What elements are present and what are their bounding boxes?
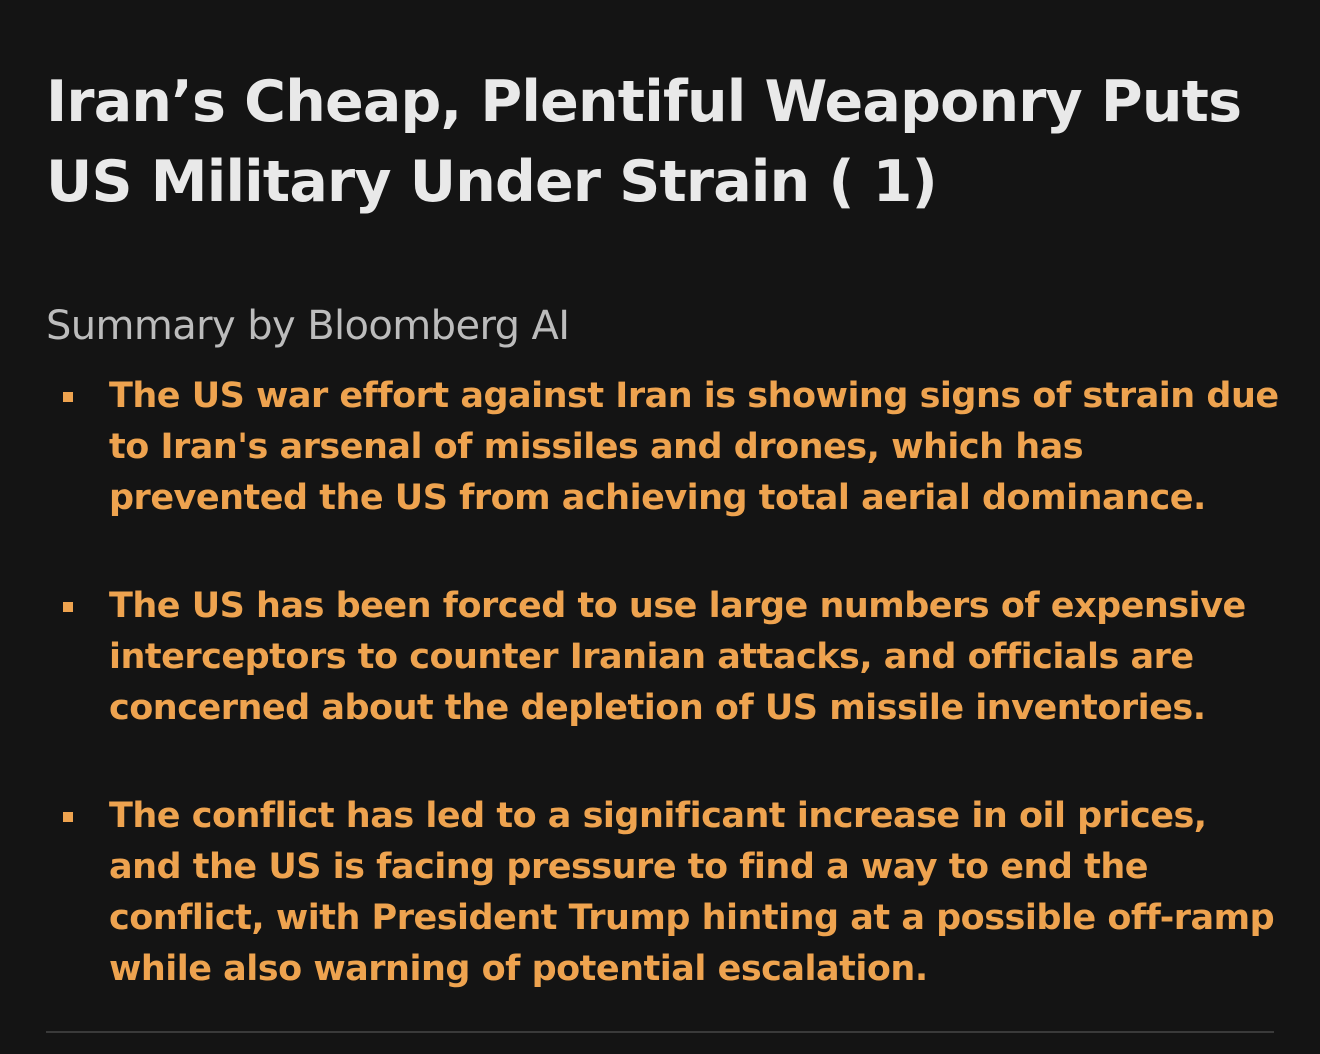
summary-bullet-list: The US war effort against Iran is showin…	[46, 371, 1279, 995]
summary-bullet: The US has been forced to use large numb…	[46, 581, 1289, 734]
article-headline[interactable]: Iran’s Cheap, Plentiful Weaponry Puts US…	[46, 69, 1242, 215]
ai-summary-label: Summary by Bloomberg AI	[46, 303, 570, 349]
summary-bullet-text: The US has been forced to use large numb…	[109, 586, 1246, 728]
summary-bullet-text: The conflict has led to a significant in…	[109, 796, 1275, 989]
summary-bullet-text: The US war effort against Iran is showin…	[109, 376, 1279, 518]
square-bullet-icon	[63, 812, 73, 822]
section-divider	[46, 1031, 1274, 1033]
square-bullet-icon	[63, 392, 73, 402]
square-bullet-icon	[63, 602, 73, 612]
summary-bullet: The US war effort against Iran is showin…	[46, 371, 1289, 524]
summary-bullet: The conflict has led to a significant in…	[46, 791, 1289, 995]
